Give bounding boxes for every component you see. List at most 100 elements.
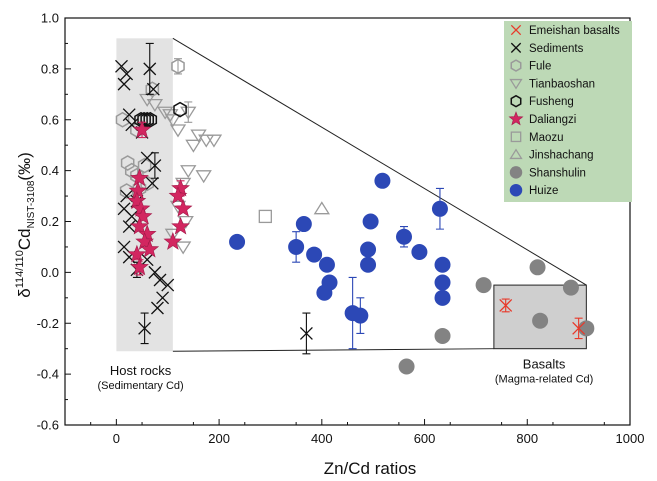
- legend-marker-fule: [510, 59, 522, 72]
- tianbaoshan-point: [174, 241, 192, 255]
- daliangzi-point: [140, 239, 160, 258]
- x-axis-label: Zn/Cd ratios: [324, 459, 417, 478]
- legend-marker-shanshulin: [509, 166, 523, 179]
- sediments-point: [140, 253, 154, 267]
- legend-marker-fusheng: [510, 94, 522, 108]
- y-axis-label-sup: 114/110: [14, 250, 26, 288]
- y-axis-label-sub: NIST-3108: [26, 180, 37, 228]
- tianbaoshan-point: [180, 165, 197, 179]
- daliangzi-point: [163, 231, 183, 250]
- series-fusheng: [134, 101, 187, 128]
- fule-point: [171, 58, 185, 75]
- sediments-point: [120, 67, 134, 81]
- tianbaoshan-point: [180, 106, 197, 120]
- huize-point: [306, 246, 323, 263]
- x-tick-label: 600: [414, 431, 436, 446]
- huize-point: [434, 274, 451, 291]
- fusheng-point: [173, 101, 187, 118]
- huize-point: [288, 238, 305, 255]
- legend-label-fusheng: Fusheng: [529, 96, 574, 108]
- huize-point: [434, 289, 451, 306]
- legend-label-maozu: Maozu: [529, 132, 564, 144]
- shanshulin-point: [475, 277, 492, 294]
- shanshulin-point: [578, 320, 595, 337]
- daliangzi-point: [130, 257, 149, 276]
- sediments-point: [299, 326, 313, 340]
- tianbaoshan-point: [164, 114, 182, 128]
- shanshulin-point: [562, 279, 579, 296]
- huize-point: [434, 256, 451, 273]
- host-rocks-sublabel: (Sedimentary Cd): [98, 380, 184, 392]
- series-tianbaoshan: [139, 93, 223, 255]
- huize-point: [374, 172, 391, 189]
- legend-label-shanshulin: Shanshulin: [529, 167, 586, 179]
- x-tick-label: 800: [516, 431, 538, 446]
- sediments-point: [117, 240, 131, 254]
- x-tick-label: 0: [113, 431, 120, 446]
- legend: Emeishan basalts Sediments Fule Tianbaoshan…: [504, 21, 632, 202]
- y-axis-label-delta: δ: [15, 288, 34, 297]
- host-rocks-label: Host rocks: [110, 363, 172, 378]
- axes: 0 200 400 600 800 1000 -0.6 -0.4 -0.2 0.0 0.2 0.4 0.…: [37, 11, 645, 447]
- daliangzi-point: [171, 216, 190, 235]
- series-maozu: [258, 209, 272, 224]
- sediments-point: [153, 273, 167, 287]
- y-axis-label-unit: (‰): [15, 152, 34, 180]
- fule-point: [145, 81, 160, 98]
- y-tick-label: 0.2: [41, 214, 59, 229]
- legend-marker-maozu: [510, 131, 522, 143]
- x-tick-label: 200: [208, 431, 230, 446]
- shanshulin-point: [529, 259, 546, 276]
- series-huize: [229, 172, 451, 350]
- legend-label-emeishan-basalts: Emeishan basalts: [529, 25, 620, 37]
- legend-label-daliangzi: Daliangzi: [529, 114, 576, 126]
- y-tick-label: -0.2: [37, 316, 59, 331]
- sediments-point: [115, 59, 128, 73]
- shanshulin-point: [434, 327, 451, 344]
- series-jinshachang: [313, 201, 330, 215]
- y-tick-label: -0.4: [37, 367, 59, 382]
- huize-point: [352, 307, 369, 324]
- huize-point: [295, 216, 312, 233]
- sediments-point: [117, 77, 131, 91]
- sediments-point: [138, 321, 152, 335]
- y-tick-label: 0.6: [41, 112, 59, 127]
- jinshachang-point: [313, 201, 330, 215]
- tianbaoshan-point: [169, 124, 187, 138]
- y-axis-label-base: Cd: [15, 228, 34, 250]
- legend-marker-tianbaoshan: [509, 78, 523, 90]
- x-tick-label: 400: [311, 431, 333, 446]
- daliangzi-point: [133, 206, 153, 225]
- tianbaoshan-point: [205, 134, 223, 148]
- legend-label-fule: Fule: [529, 61, 551, 73]
- legend-marker-huize: [509, 183, 523, 197]
- emeishan-basalts-point: [572, 321, 586, 335]
- data-points: [115, 42, 595, 375]
- sediments-point: [145, 176, 159, 190]
- legend-marker-emeishan-basalts: [510, 24, 522, 36]
- daliangzi-point: [132, 120, 152, 138]
- sediments-point: [156, 291, 170, 305]
- sediments-point: [125, 209, 139, 223]
- huize-point: [411, 244, 428, 261]
- sediments-point: [161, 278, 175, 292]
- sediments-point: [148, 265, 162, 279]
- daliangzi-point: [171, 178, 190, 197]
- daliangzi-point: [137, 224, 157, 243]
- sediments-point: [150, 301, 164, 315]
- sediments-point: [122, 220, 136, 234]
- legend-marker-daliangzi: [508, 111, 524, 126]
- maozu-point: [258, 209, 272, 224]
- tianbaoshan-point: [156, 106, 174, 120]
- fusheng-point: [143, 111, 158, 128]
- daliangzi-point: [168, 186, 188, 205]
- huize-point: [229, 233, 246, 250]
- shanshulin-point: [398, 358, 415, 375]
- basalts-label: Basalts: [523, 357, 566, 372]
- tianbaoshan-point: [195, 170, 212, 184]
- y-tick-label: -0.6: [37, 418, 59, 433]
- y-tick-label: 0.8: [41, 61, 59, 76]
- legend-marker-jinshachang: [509, 148, 523, 160]
- y-tick-label: 1.0: [41, 11, 59, 26]
